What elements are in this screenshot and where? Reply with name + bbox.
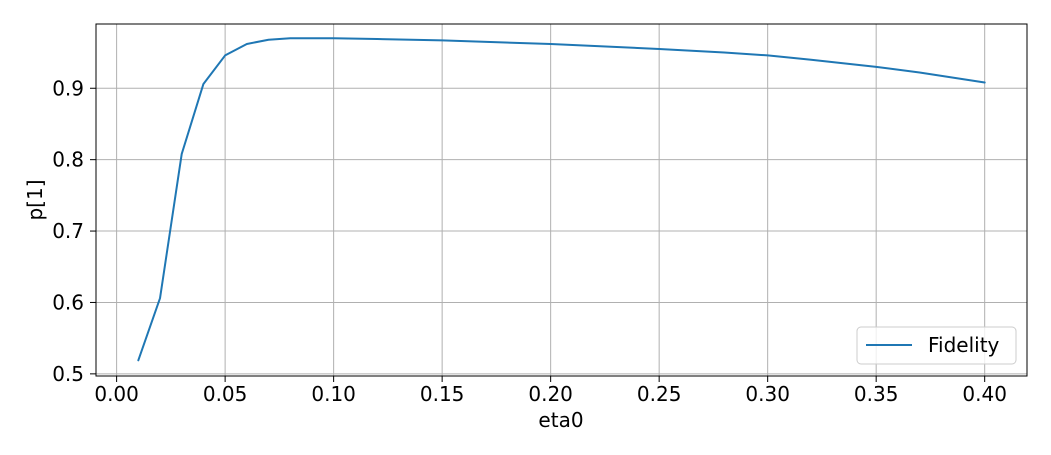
y-tick-label: 0.5 [52,362,84,386]
x-tick-label: 0.10 [311,382,356,406]
plot-frame [95,23,1028,377]
grid [96,24,1027,376]
x-tick-label: 0.30 [745,382,790,406]
legend-box [856,326,1017,365]
x-tick-label: 0.20 [528,382,573,406]
x-axis: 0.00 0.05 0.10 0.15 0.20 0.25 0.30 0.35 0.40 [94,376,1007,406]
series-line-fidelity [137,37,986,362]
series-layer [137,37,986,362]
y-axis-title: p[1] [23,179,47,220]
x-tick-label: 0.40 [962,382,1007,406]
x-tick-label: 0.05 [203,382,248,406]
x-axis-title: eta0 [538,408,583,432]
y-axis: 0.5 0.6 0.7 0.8 0.9 [52,76,96,386]
y-tick-label: 0.6 [52,290,84,314]
y-tick-label: 0.9 [52,76,84,100]
legend: Fidelity [856,326,1017,365]
plot-background [96,24,1027,376]
x-tick-label: 0.15 [420,382,465,406]
legend-label-fidelity: Fidelity [928,333,1000,357]
y-tick-label: 0.8 [52,148,84,172]
x-tick-label: 0.00 [94,382,139,406]
x-tick-label: 0.25 [637,382,682,406]
x-tick-label: 0.35 [854,382,899,406]
y-tick-label: 0.7 [52,219,84,243]
